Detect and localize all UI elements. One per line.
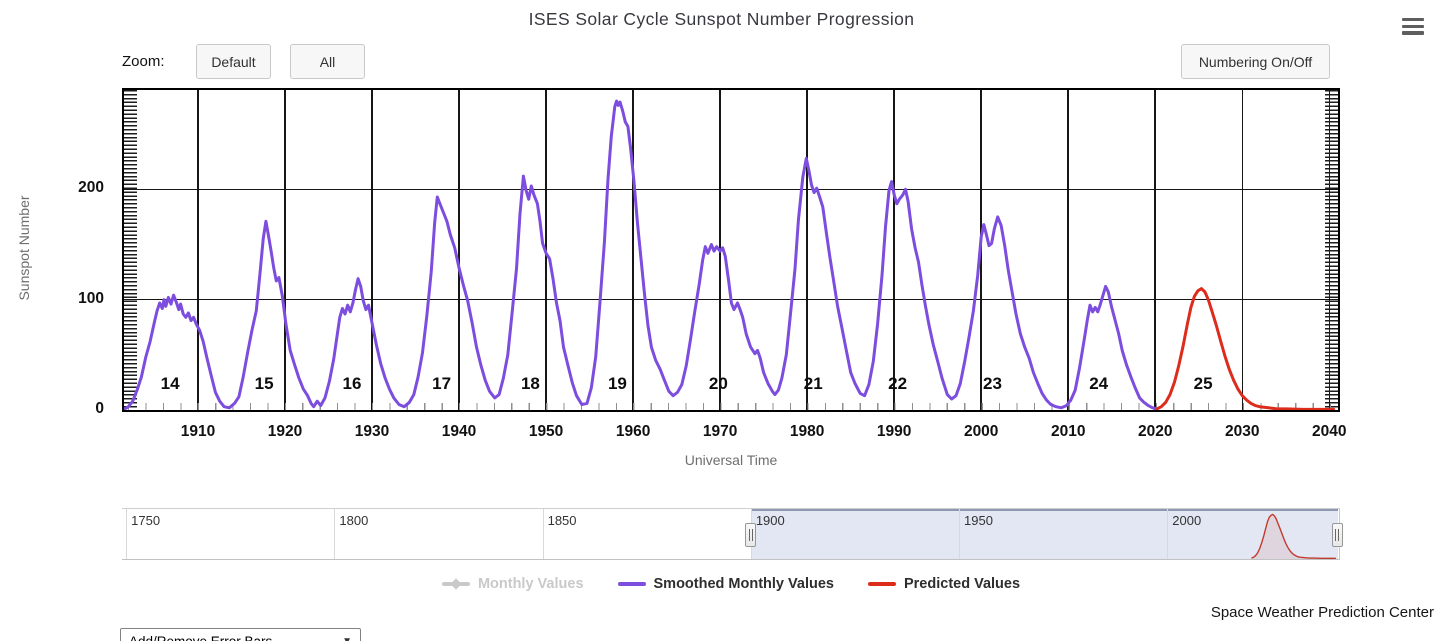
legend-label: Smoothed Monthly Values xyxy=(653,576,834,592)
cycle-number-label: 14 xyxy=(160,374,180,393)
legend-item-monthly-values[interactable]: Monthly Values xyxy=(441,576,584,592)
cycle-number-label: 20 xyxy=(708,374,728,393)
x-tick-label: 2030 xyxy=(1225,423,1260,440)
navigator-preview xyxy=(1251,513,1338,559)
x-gridline xyxy=(1241,90,1244,410)
y-axis-tick-labels: 0 100 200 xyxy=(52,90,104,417)
numbering-toggle-button[interactable]: Numbering On/Off xyxy=(1181,44,1330,79)
x-tick-label: 1910 xyxy=(180,423,216,440)
y-axis-title: Sunspot Number xyxy=(16,195,32,301)
navigator-year-label: 1850 xyxy=(547,513,577,528)
cycle-number-label: 22 xyxy=(888,374,908,393)
navigator-gridline xyxy=(959,509,961,559)
cycle-number-label: 24 xyxy=(1089,374,1109,393)
navigator-year-label: 1900 xyxy=(755,513,785,528)
x-axis-minor-ticks xyxy=(124,403,1338,410)
predicted-values-line xyxy=(1155,287,1336,410)
cycle-number-label: 23 xyxy=(983,374,1002,393)
x-gridline xyxy=(1154,90,1156,410)
x-tick-label: 1950 xyxy=(528,423,564,440)
diamond-icon xyxy=(450,578,462,590)
y-axis-minor-ticks-left xyxy=(124,90,137,410)
navigator-gridline xyxy=(126,509,128,559)
legend: Monthly Values Smoothed Monthly Values P… xyxy=(124,576,1338,592)
menu-bar xyxy=(1402,18,1424,22)
x-tick-label: 2010 xyxy=(1050,423,1086,440)
navigator-left-handle[interactable] xyxy=(745,523,757,547)
legend-item-predicted-values[interactable]: Predicted Values xyxy=(867,576,1021,592)
x-tick-label: 1970 xyxy=(702,423,738,440)
x-gridline xyxy=(284,90,286,410)
navigator-predicted-line xyxy=(1251,513,1336,559)
x-axis-tick-labels: 1910 1920 1930 1940 1950 1960 1970 1980 1990 2000… xyxy=(124,423,1347,443)
x-gridline xyxy=(893,90,895,410)
legend-label: Predicted Values xyxy=(903,576,1021,592)
chevron-down-icon: ▼ xyxy=(342,635,352,641)
x-tick-label: 2000 xyxy=(963,423,999,440)
cycle-number-label: 17 xyxy=(432,374,452,393)
navigator-year-label: 1950 xyxy=(964,513,993,528)
y-tick-label: 100 xyxy=(78,289,104,307)
zoom-default-button[interactable]: Default xyxy=(196,44,271,79)
x-tick-label: 1940 xyxy=(441,423,477,440)
chart-title: ISES Solar Cycle Sunspot Number Progress… xyxy=(528,9,915,29)
cycle-number-label: 15 xyxy=(254,374,274,393)
x-tick-label: 1990 xyxy=(876,423,912,440)
navigator-predicted-fill xyxy=(1251,514,1338,559)
line-marker-icon xyxy=(867,582,896,586)
zoom-label: Zoom: xyxy=(122,53,165,70)
x-gridline xyxy=(197,90,199,410)
zoom-all-button[interactable]: All xyxy=(290,44,365,79)
x-axis-title: Universal Time xyxy=(684,452,778,468)
cycle-number-label: 16 xyxy=(342,374,362,393)
x-tick-label: 1920 xyxy=(267,423,303,440)
swpc-credit-text: Space Weather Prediction Center xyxy=(1210,604,1434,621)
error-bars-dropdown[interactable]: Add/Remove Error Bars ▼ xyxy=(120,628,361,641)
menu-bar xyxy=(1402,24,1424,28)
x-tick-label: 2040 xyxy=(1312,423,1347,440)
x-tick-label: 2020 xyxy=(1137,423,1173,440)
navigator-selected-range[interactable] xyxy=(750,509,1338,559)
x-gridline xyxy=(371,90,373,410)
x-gridline xyxy=(632,90,634,410)
navigator-right-handle[interactable] xyxy=(1331,523,1343,547)
line-diamond-marker-icon xyxy=(441,578,470,590)
navigator-year-label: 1800 xyxy=(339,513,369,528)
timeline-navigator[interactable]: 1750 1800 1850 1900 1950 2000 xyxy=(122,508,1343,560)
cycle-number-label: 18 xyxy=(520,374,540,393)
x-tick-label: 1930 xyxy=(354,423,390,440)
legend-item-smoothed-monthly-values[interactable]: Smoothed Monthly Values xyxy=(617,576,834,592)
legend-label: Monthly Values xyxy=(477,576,584,592)
cycle-number-label: 25 xyxy=(1193,374,1213,393)
x-gridline xyxy=(806,90,808,410)
line-marker-icon xyxy=(617,582,646,586)
dropdown-value: Add/Remove Error Bars xyxy=(129,633,273,641)
y-axis-minor-ticks-right xyxy=(1325,90,1338,410)
x-gridline xyxy=(458,90,460,410)
x-tick-label: 1960 xyxy=(615,423,651,440)
x-gridline xyxy=(1067,90,1069,410)
hamburger-menu-icon[interactable] xyxy=(1402,18,1424,35)
cycle-number-label: 19 xyxy=(607,374,627,393)
navigator-gridline xyxy=(334,509,336,559)
cycle-number-label: 21 xyxy=(803,374,823,393)
series-layer xyxy=(124,99,1336,410)
plot-area[interactable]: 14 15 16 17 18 19 20 21 22 23 24 25 xyxy=(122,88,1340,412)
navigator-year-label: 2000 xyxy=(1172,513,1202,528)
y-gridline xyxy=(124,188,1338,191)
navigator-year-label: 1750 xyxy=(131,513,161,528)
navigator-gridline xyxy=(1167,509,1169,559)
x-tick-label: 1980 xyxy=(789,423,825,440)
y-tick-label: 0 xyxy=(95,400,104,417)
menu-bar xyxy=(1402,31,1424,35)
y-tick-label: 200 xyxy=(78,179,104,197)
smoothed-monthly-values-line xyxy=(124,99,1159,410)
navigator-gridline xyxy=(542,509,544,559)
